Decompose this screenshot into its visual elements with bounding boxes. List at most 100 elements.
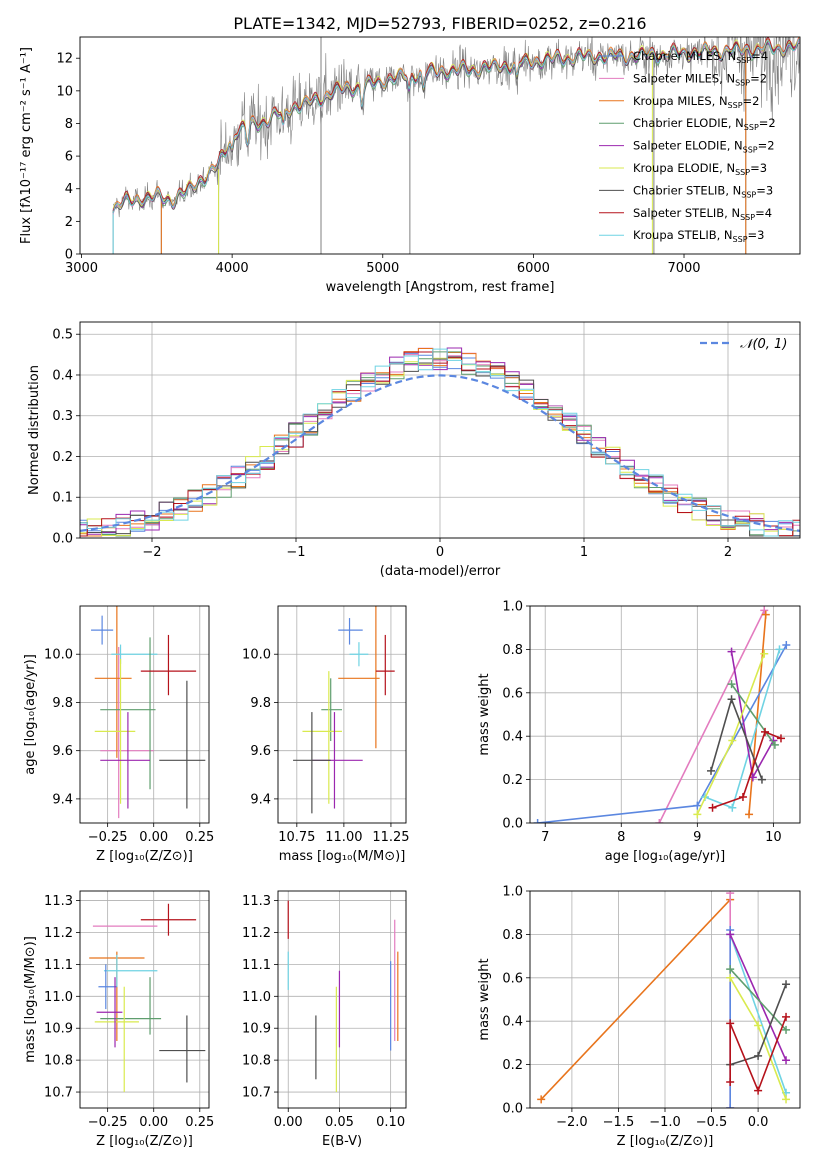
axes-frame	[277, 890, 407, 1109]
x-tick-label: 11.25	[372, 830, 409, 845]
x-tick-label: −2.0	[556, 1115, 588, 1130]
weight-line-red	[729, 1016, 787, 1093]
weight-marker	[757, 775, 766, 784]
weight-marker	[760, 606, 769, 615]
mass_vs_ebv-plot-area	[287, 900, 399, 1093]
x-axis-label: age [log₁₀(age/yr)]	[605, 849, 726, 864]
age_vs_Z-panel: −0.25 0.00 0.25 9.4 9.6 9.8 10.0 Z [log₁₀(Z/Z⊙)…	[23, 605, 214, 864]
y-tick-label: 0.6	[502, 971, 523, 986]
x-tick-label: 0.05	[325, 1115, 354, 1130]
spectrum-plot-area	[112, 37, 800, 254]
x-axis-label: Z [log₁₀(Z/Z⊙)]	[96, 1134, 193, 1149]
x-tick-label: −0.25	[88, 830, 128, 845]
weight-marker	[726, 1019, 735, 1028]
weight-marker	[782, 1025, 791, 1034]
x-tick-label: 0.25	[185, 830, 214, 845]
x-tick-label: 10.75	[278, 830, 315, 845]
legend-entry: Salpeter MILES, NSSP=2	[633, 71, 767, 87]
weight-marker	[775, 645, 784, 654]
weight-marker	[727, 647, 736, 656]
y-tick-label: 1.0	[502, 885, 523, 900]
x-tick-label: 10	[765, 830, 782, 845]
x-tick-label: −1.5	[603, 1115, 635, 1130]
y-tick-label: 11.1	[44, 958, 73, 973]
x-tick-label: −1.0	[649, 1115, 681, 1130]
weight-marker	[738, 792, 747, 801]
weight-marker	[761, 610, 770, 619]
y-axis-label: mass [log₁₀(M/M⊙)]	[23, 936, 38, 1063]
legend-entry: Kroupa ELODIE, NSSP=3	[633, 161, 767, 177]
y-tick-label: 9.8	[250, 696, 271, 711]
y-tick-label: 0.4	[502, 730, 523, 745]
x-tick-label: 0.10	[376, 1115, 405, 1130]
x-tick-label: 0.25	[185, 1115, 214, 1130]
y-tick-label: 9.6	[52, 744, 73, 759]
x-tick-label: 0	[436, 545, 444, 560]
weight-marker	[726, 965, 735, 974]
y-tick-label: 0.3	[52, 409, 73, 424]
weight-marker	[708, 803, 717, 812]
y-tick-label: 0	[65, 248, 73, 263]
y-tick-label: 11.3	[242, 894, 271, 909]
axes-frame	[277, 605, 407, 824]
weight-marker	[726, 1104, 735, 1108]
y-tick-label: 10	[56, 84, 73, 99]
x-tick-label: 2	[724, 545, 732, 560]
y-tick-label: 0.5	[52, 328, 73, 343]
mass_vs_ebv-panel: 0.00 0.05 0.10 10.7 10.8 10.9 11.0 11.1 11.2 11.3…	[242, 890, 407, 1149]
y-tick-label: 0.0	[502, 817, 523, 832]
y-tick-label: 10.0	[44, 648, 73, 663]
y-tick-label: 1.0	[502, 600, 523, 615]
y-tick-label: 9.8	[52, 696, 73, 711]
weight_vs_Z-panel: −2.0 −1.5 −1.0 −0.5 0.0 0.0 0.2 0.4 0.6 0.8 1.0 Z […	[477, 885, 801, 1149]
y-tick-label: 0.0	[52, 532, 73, 547]
x-tick-label: 11.00	[325, 830, 362, 845]
histogram-red	[80, 351, 800, 537]
age_vs_mass-panel: 10.75 11.00 11.25 9.4 9.6 9.8 10.0 mass [log₁₀(…	[242, 605, 410, 864]
weight-marker	[754, 1021, 763, 1030]
x-tick-label: 0.00	[139, 1115, 168, 1130]
weight-line-cyan	[729, 934, 787, 1094]
x-tick-label: 0.00	[139, 830, 168, 845]
x-tick-label: 5000	[366, 261, 399, 276]
x-axis-label: Z [log₁₀(Z/Z⊙)]	[96, 849, 193, 864]
weight-marker	[728, 736, 737, 745]
x-tick-label: 8	[617, 830, 625, 845]
y-tick-label: 9.4	[52, 792, 73, 807]
x-tick-label: 4000	[216, 261, 249, 276]
y-tick-label: 10.7	[242, 1086, 271, 1101]
y-tick-label: 10.8	[242, 1054, 271, 1069]
y-tick-label: 9.4	[250, 792, 271, 807]
weight_vs_age-panel: 7 8 9 10 0.0 0.2 0.4 0.6 0.8 1.0 age [log₁₀(age/yr…	[477, 600, 801, 864]
y-tick-label: 9.6	[250, 744, 271, 759]
y-tick-label: 6	[65, 150, 73, 165]
x-tick-label: −0.5	[696, 1115, 728, 1130]
x-tick-label: 7000	[667, 261, 700, 276]
gaussian-curve	[80, 374, 800, 532]
x-axis-label: E(B-V)	[322, 1134, 362, 1149]
weight-line-orange	[540, 899, 731, 1100]
weight-marker	[726, 930, 735, 939]
y-tick-label: 0.2	[502, 773, 523, 788]
x-tick-label: −1	[286, 545, 305, 560]
weight-marker	[726, 1077, 735, 1086]
y-tick-label: 0.8	[502, 643, 523, 658]
figure-title: PLATE=1342, MJD=52793, FIBERID=0252, z=0…	[233, 14, 646, 33]
y-tick-label: 8	[65, 117, 73, 132]
weight-marker	[782, 641, 791, 650]
weight-marker	[770, 740, 779, 749]
y-axis-label: Normed distribution	[27, 365, 42, 495]
y-tick-label: 10.7	[44, 1086, 73, 1101]
x-tick-label: 0.00	[274, 1115, 303, 1130]
y-tick-label: 11.2	[44, 926, 73, 941]
weight-line-green	[729, 968, 787, 1031]
residuals-panel: −2 −1 0 1 2 0.0 0.1 0.2 0.3 0.4 0.5 (data-model)/er…	[27, 321, 801, 579]
y-tick-label: 2	[65, 215, 73, 230]
x-tick-label: −0.25	[88, 1115, 128, 1130]
x-tick-label: 6000	[517, 261, 550, 276]
y-tick-label: 11.3	[44, 894, 73, 909]
weight-marker	[782, 980, 791, 989]
axes-frame	[79, 605, 210, 824]
weight-marker	[782, 1012, 791, 1021]
weight-marker	[782, 1056, 791, 1065]
